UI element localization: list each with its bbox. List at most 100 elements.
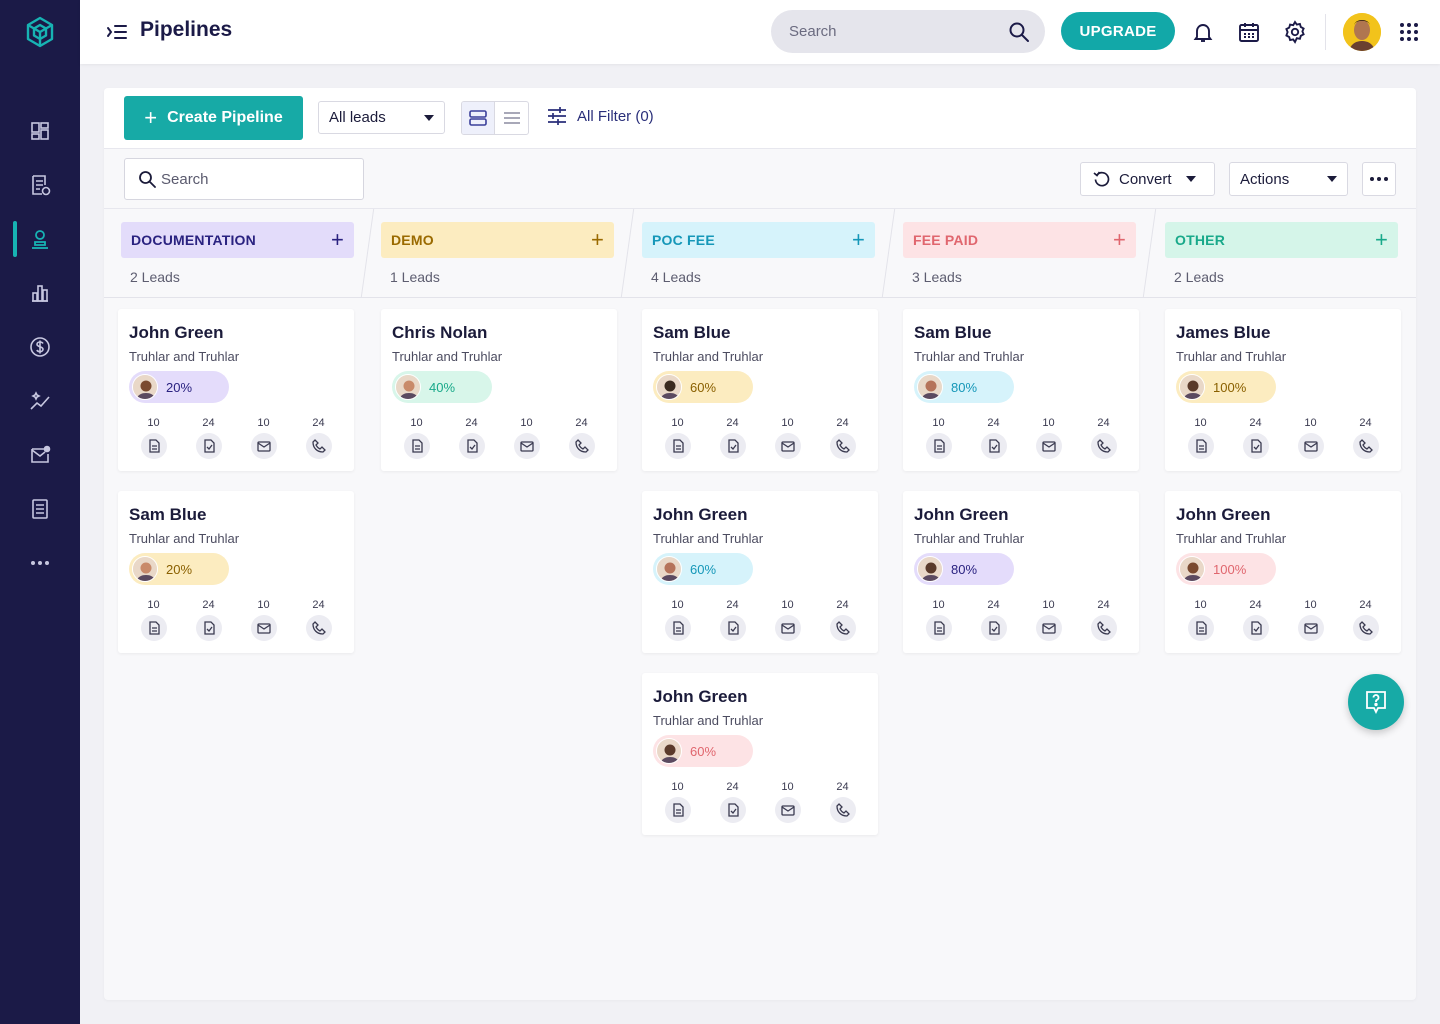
upgrade-button[interactable]: UPGRADE bbox=[1061, 12, 1175, 50]
activity-stat[interactable]: 10 bbox=[126, 417, 181, 459]
activity-stat[interactable]: 10 bbox=[1173, 599, 1228, 641]
add-lead-icon[interactable]: + bbox=[330, 227, 344, 252]
activity-stat[interactable]: 24 bbox=[966, 417, 1021, 459]
activity-stat[interactable]: 24 bbox=[705, 599, 760, 641]
activity-stat[interactable]: 24 bbox=[181, 417, 236, 459]
stage-header-documentation[interactable]: DOCUMENTATION + bbox=[121, 222, 354, 258]
activity-stat[interactable]: 10 bbox=[650, 599, 705, 641]
stage-lead-count: 1 Leads bbox=[390, 269, 440, 285]
lead-card[interactable]: John Green Truhlar and Truhlar 100% 10 24 10 2… bbox=[1165, 491, 1401, 653]
notification-bell-icon[interactable] bbox=[1191, 20, 1215, 44]
activity-stat[interactable]: 24 bbox=[1228, 417, 1283, 459]
activity-stat[interactable]: 10 bbox=[1021, 417, 1076, 459]
activity-stat[interactable]: 24 bbox=[705, 417, 760, 459]
help-button[interactable] bbox=[1348, 674, 1404, 730]
add-lead-icon[interactable]: + bbox=[1374, 227, 1388, 252]
convert-dropdown-button[interactable]: Convert bbox=[1080, 162, 1215, 196]
activity-count: 10 bbox=[410, 417, 423, 429]
global-search-input[interactable] bbox=[771, 10, 1045, 53]
user-avatar[interactable] bbox=[1343, 13, 1381, 51]
sidebar-item-insights[interactable] bbox=[26, 387, 54, 415]
lead-card[interactable]: John Green Truhlar and Truhlar 80% 10 24 10 24 bbox=[903, 491, 1139, 653]
board-view-button[interactable] bbox=[462, 102, 496, 134]
lead-card[interactable]: Sam Blue Truhlar and Truhlar 80% 10 24 10 24 bbox=[903, 309, 1139, 471]
task-check-icon bbox=[1242, 615, 1269, 641]
activity-stat[interactable]: 24 bbox=[966, 599, 1021, 641]
add-lead-icon[interactable]: + bbox=[851, 227, 865, 252]
activity-stat[interactable]: 10 bbox=[650, 781, 705, 823]
activity-stat[interactable]: 24 bbox=[1228, 599, 1283, 641]
lead-card[interactable]: Sam Blue Truhlar and Truhlar 20% 10 24 10 24 bbox=[118, 491, 354, 653]
more-horizontal-icon bbox=[1370, 177, 1388, 181]
activity-stat[interactable]: 24 bbox=[181, 599, 236, 641]
lead-card[interactable]: James Blue Truhlar and Truhlar 100% 10 24 10 2… bbox=[1165, 309, 1401, 471]
activity-stat[interactable]: 24 bbox=[1076, 417, 1131, 459]
sidebar-item-billing[interactable] bbox=[26, 333, 54, 361]
activity-stat[interactable]: 24 bbox=[291, 417, 346, 459]
settings-gear-icon[interactable] bbox=[1283, 20, 1307, 44]
activity-stat[interactable]: 24 bbox=[815, 417, 870, 459]
lead-progress-badge: 80% bbox=[914, 371, 1014, 403]
sidebar-item-pipelines[interactable] bbox=[26, 225, 54, 253]
lead-progress-badge: 60% bbox=[653, 735, 753, 767]
task-check-icon bbox=[458, 433, 485, 459]
all-filter-button[interactable]: All Filter (0) bbox=[547, 107, 654, 125]
stage-header-fee-paid[interactable]: FEE PAID + bbox=[903, 222, 1136, 258]
activity-stat[interactable]: 24 bbox=[1338, 417, 1393, 459]
app-logo-icon[interactable] bbox=[25, 16, 55, 48]
apps-grid-icon[interactable] bbox=[1397, 20, 1421, 44]
stage-header-demo[interactable]: DEMO + bbox=[381, 222, 614, 258]
activity-stat[interactable]: 24 bbox=[1338, 599, 1393, 641]
plus-icon: + bbox=[144, 105, 158, 130]
sidebar-item-analytics[interactable] bbox=[26, 279, 54, 307]
activity-stat[interactable]: 10 bbox=[1021, 599, 1076, 641]
activity-stat[interactable]: 24 bbox=[444, 417, 499, 459]
search-icon[interactable] bbox=[1008, 21, 1030, 43]
lead-card[interactable]: John Green Truhlar and Truhlar 20% 10 24 10 24 bbox=[118, 309, 354, 471]
create-pipeline-button[interactable]: + Create Pipeline bbox=[124, 96, 303, 140]
more-options-button[interactable] bbox=[1362, 162, 1396, 196]
activity-stat[interactable]: 10 bbox=[911, 599, 966, 641]
activity-stat[interactable]: 10 bbox=[1173, 417, 1228, 459]
activity-stat[interactable]: 10 bbox=[1283, 417, 1338, 459]
lead-card[interactable]: John Green Truhlar and Truhlar 60% 10 24 10 24 bbox=[642, 673, 878, 835]
activity-stat[interactable]: 10 bbox=[1283, 599, 1338, 641]
activity-stat[interactable]: 10 bbox=[911, 417, 966, 459]
activity-stat[interactable]: 24 bbox=[705, 781, 760, 823]
activity-stat[interactable]: 10 bbox=[760, 417, 815, 459]
sidebar-item-reports[interactable] bbox=[26, 171, 54, 199]
lead-search-input[interactable] bbox=[161, 159, 357, 199]
add-lead-icon[interactable]: + bbox=[590, 227, 604, 252]
sidebar-item-documents[interactable] bbox=[26, 495, 54, 523]
calendar-icon[interactable] bbox=[1237, 20, 1261, 44]
lead-card[interactable]: John Green Truhlar and Truhlar 60% 10 24 10 24 bbox=[642, 491, 878, 653]
activity-stat[interactable]: 10 bbox=[760, 599, 815, 641]
activity-stat[interactable]: 10 bbox=[389, 417, 444, 459]
activity-count: 24 bbox=[1097, 599, 1110, 611]
activity-stat[interactable]: 10 bbox=[236, 599, 291, 641]
activity-stat[interactable]: 24 bbox=[1076, 599, 1131, 641]
stage-header-other[interactable]: OTHER + bbox=[1165, 222, 1398, 258]
sidebar-item-mail[interactable] bbox=[26, 441, 54, 469]
stage-header-poc-fee[interactable]: POC FEE + bbox=[642, 222, 875, 258]
activity-stat[interactable]: 24 bbox=[815, 599, 870, 641]
activity-stat[interactable]: 24 bbox=[291, 599, 346, 641]
add-lead-icon[interactable]: + bbox=[1112, 227, 1126, 252]
leads-filter-select[interactable]: All leads bbox=[318, 101, 445, 134]
activity-stat[interactable]: 10 bbox=[650, 417, 705, 459]
list-view-button[interactable] bbox=[495, 102, 528, 134]
activity-stat[interactable]: 10 bbox=[236, 417, 291, 459]
sidebar-item-more[interactable] bbox=[26, 549, 54, 577]
menu-collapse-icon[interactable] bbox=[106, 22, 128, 42]
actions-dropdown-button[interactable]: Actions bbox=[1229, 162, 1348, 196]
activity-stat[interactable]: 10 bbox=[499, 417, 554, 459]
sidebar-item-dashboard[interactable] bbox=[26, 117, 54, 145]
activity-stat[interactable]: 10 bbox=[760, 781, 815, 823]
activity-stat[interactable]: 24 bbox=[554, 417, 609, 459]
activity-count: 10 bbox=[257, 599, 270, 611]
lead-card[interactable]: Sam Blue Truhlar and Truhlar 60% 10 24 10 24 bbox=[642, 309, 878, 471]
lead-card[interactable]: Chris Nolan Truhlar and Truhlar 40% 10 24 10 2… bbox=[381, 309, 617, 471]
activity-count: 10 bbox=[932, 417, 945, 429]
activity-stat[interactable]: 10 bbox=[126, 599, 181, 641]
activity-stat[interactable]: 24 bbox=[815, 781, 870, 823]
